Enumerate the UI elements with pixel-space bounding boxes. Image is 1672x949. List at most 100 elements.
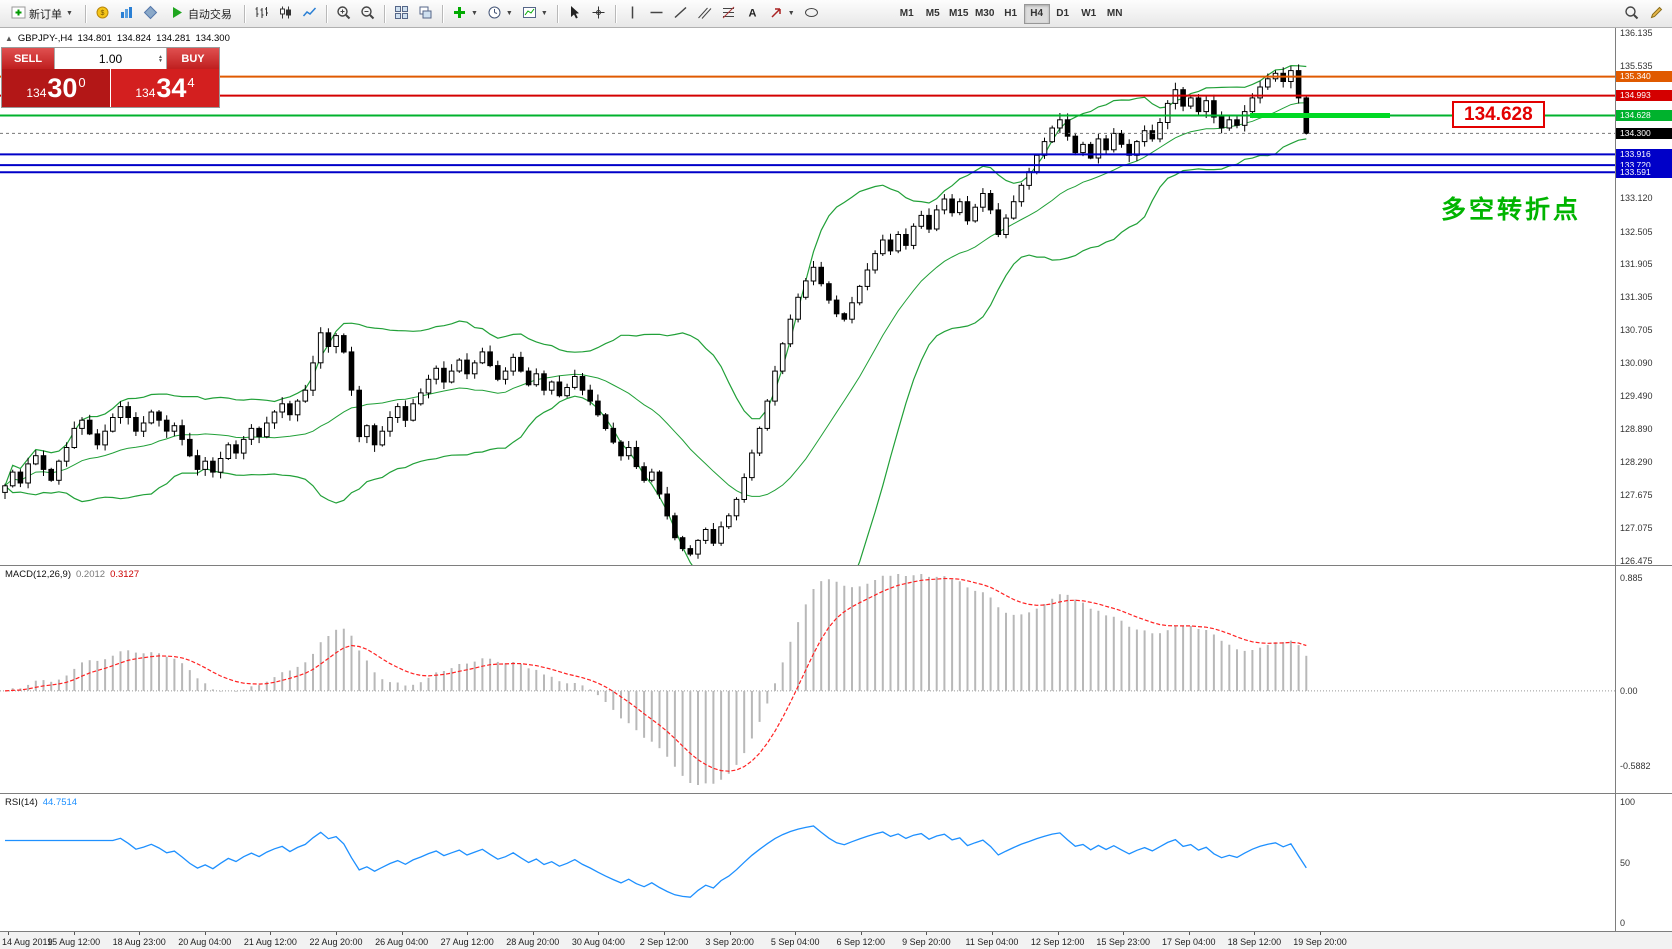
- timeframe-d1-button[interactable]: D1: [1050, 4, 1076, 24]
- tile-windows-button[interactable]: [390, 3, 413, 25]
- timeframe-w1-button[interactable]: W1: [1076, 4, 1102, 24]
- chevron-down-icon: ▼: [505, 10, 513, 17]
- main-chart[interactable]: ▲ GBPJPY-,H4 134.801 134.824 134.281 134…: [0, 28, 1615, 565]
- time-tick: [139, 932, 141, 935]
- toolbar-separator: [556, 4, 558, 23]
- macd-axis[interactable]: 0.885 0.00 -0.5882: [1615, 566, 1672, 793]
- rsi-value: 44.7514: [42, 797, 78, 808]
- time-tick: [1123, 932, 1125, 935]
- ohlc-readout: ▲ GBPJPY-,H4 134.801 134.824 134.281 134…: [5, 33, 230, 44]
- search-button[interactable]: [1620, 3, 1643, 25]
- timeframe-toolbar: M1 M5 M15 M30 H1 H4 D1 W1 MN: [894, 3, 1128, 24]
- sell-quote[interactable]: 134 30 0: [2, 69, 111, 107]
- sell-button[interactable]: SELL: [2, 48, 54, 69]
- indicators-button[interactable]: ▼: [448, 3, 482, 25]
- time-tick: [336, 932, 337, 935]
- time-tick: [664, 932, 665, 935]
- text-tool-button[interactable]: A: [741, 3, 764, 25]
- cascade-windows-icon: [418, 5, 433, 23]
- zoom-in-button[interactable]: [332, 3, 355, 25]
- template-icon: [522, 5, 537, 23]
- one-click-trading-panel: SELL 1.00 ▲ ▼ BUY 134 30 0 134 34 4: [1, 47, 220, 108]
- timeframe-m5-button[interactable]: M5: [920, 4, 946, 24]
- channel-icon: [697, 5, 712, 23]
- time-tick: [860, 932, 862, 935]
- timeframe-mn-button[interactable]: MN: [1102, 4, 1128, 24]
- rsi-label: RSI(14) 44.7514: [5, 797, 77, 808]
- rsi-title: RSI(14): [5, 797, 38, 808]
- price-axis-label: 129.490: [1620, 391, 1653, 402]
- cascade-windows-button[interactable]: [414, 3, 437, 25]
- channel-tool-button[interactable]: [693, 3, 716, 25]
- deposit-button[interactable]: $: [91, 3, 114, 25]
- time-tick: [401, 932, 403, 935]
- time-axis-label: 22 Aug 20:00: [309, 937, 363, 947]
- svg-text:A: A: [748, 7, 756, 19]
- edit-button[interactable]: [1645, 3, 1668, 25]
- shapes-tool-button[interactable]: [800, 3, 823, 25]
- new-order-icon: [11, 5, 26, 23]
- main-chart-panel: ▲ GBPJPY-,H4 134.801 134.824 134.281 134…: [0, 28, 1672, 566]
- price-callout[interactable]: 134.628: [1452, 101, 1545, 128]
- fibonacci-tool-button[interactable]: [717, 3, 740, 25]
- zoom-out-button[interactable]: [356, 3, 379, 25]
- macd-value-signal: 0.3127: [110, 569, 140, 580]
- horizontal-line-tool-button[interactable]: [645, 3, 668, 25]
- time-axis-label: 20 Aug 04:00: [178, 937, 232, 947]
- time-axis-label: 19 Sep 20:00: [1293, 937, 1347, 947]
- market-watch-icon: [119, 5, 134, 23]
- time-axis-label: 27 Aug 12:00: [440, 937, 494, 947]
- autotrading-button[interactable]: 自动交易: [163, 3, 239, 25]
- bar-chart-button[interactable]: [250, 3, 273, 25]
- candlestick-chart-button[interactable]: [274, 3, 297, 25]
- timeframe-m30-button[interactable]: M30: [972, 4, 998, 24]
- time-axis-label: 2 Sep 12:00: [639, 937, 689, 947]
- price-axis[interactable]: 136.135 135.535 133.120 132.505 131.905 131.3…: [1615, 28, 1672, 566]
- rsi-axis[interactable]: 100 50 0: [1615, 794, 1672, 931]
- new-order-button[interactable]: 新订单 ▼: [4, 3, 80, 25]
- cursor-button[interactable]: [563, 3, 586, 25]
- chevron-down-icon: ▼: [787, 10, 795, 17]
- volume-stepper[interactable]: ▲ ▼: [158, 53, 163, 64]
- sell-price-pips: 30: [47, 72, 78, 103]
- time-axis[interactable]: 14 Aug 2019 15 Aug 12:00 18 Aug 23:00 20 Au…: [0, 931, 1672, 949]
- price-axis-label: 130.090: [1620, 358, 1653, 369]
- navigator-button[interactable]: [139, 3, 162, 25]
- buy-button[interactable]: BUY: [167, 48, 219, 69]
- time-tick: [73, 932, 75, 935]
- time-tick: [1254, 932, 1256, 935]
- stepper-up-icon[interactable]: ▲: [158, 53, 163, 60]
- navigator-icon: [143, 5, 158, 23]
- volume-input[interactable]: 1.00 ▲ ▼: [54, 48, 167, 69]
- zoom-out-icon: [360, 5, 375, 23]
- time-tick: [1057, 932, 1059, 935]
- stepper-down-icon[interactable]: ▼: [158, 57, 163, 64]
- timeframe-h4-button[interactable]: H4: [1023, 3, 1050, 24]
- vertical-line-tool-button[interactable]: [621, 3, 644, 25]
- coin-icon: $: [95, 5, 110, 23]
- crosshair-button[interactable]: [587, 3, 610, 25]
- annotation-text[interactable]: 多空转折点: [1440, 196, 1581, 224]
- macd-chart[interactable]: MACD(12,26,9) 0.2012 0.3127: [0, 566, 1615, 793]
- time-tick: [1188, 932, 1190, 935]
- buy-quote[interactable]: 134 34 4: [111, 69, 219, 107]
- fibonacci-icon: [721, 5, 736, 23]
- chevron-down-icon: ▼: [540, 10, 548, 17]
- close-value: 134.300: [195, 33, 230, 44]
- market-watch-button[interactable]: [115, 3, 138, 25]
- pencil-icon: [1649, 5, 1664, 23]
- arrow-tools-button[interactable]: ▼: [765, 3, 799, 25]
- line-chart-button[interactable]: [298, 3, 321, 25]
- timeframe-m15-button[interactable]: M15: [946, 4, 972, 24]
- toolbar-right-group: [1620, 3, 1668, 25]
- timeframe-h1-button[interactable]: H1: [998, 4, 1024, 24]
- periods-button[interactable]: ▼: [483, 3, 517, 25]
- crosshair-icon: [591, 5, 606, 23]
- timeframe-m1-button[interactable]: M1: [894, 4, 920, 24]
- chevron-down-icon: ▼: [470, 10, 478, 17]
- trendline-tool-button[interactable]: [669, 3, 692, 25]
- templates-button[interactable]: ▼: [518, 3, 552, 25]
- toolbar-separator: [243, 4, 245, 23]
- rsi-chart[interactable]: RSI(14) 44.7514: [0, 794, 1615, 931]
- oneclick-toggle-icon[interactable]: ▲: [5, 34, 13, 43]
